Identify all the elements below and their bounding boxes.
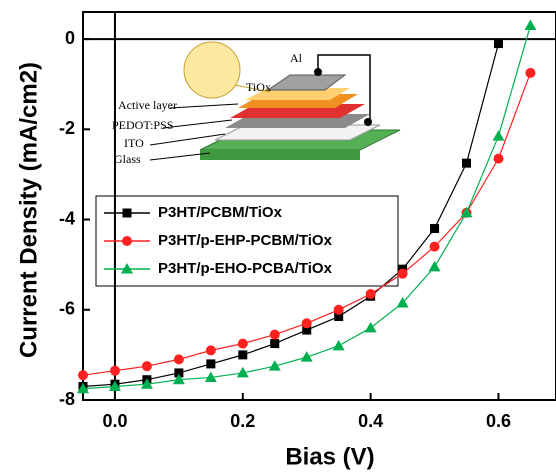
marker <box>332 339 345 351</box>
marker <box>300 351 313 362</box>
y-tick-label: 0 <box>65 28 75 48</box>
legend-label: P3HT/p-EHP-PCBM/TiOx <box>158 232 333 249</box>
plot-frame <box>82 11 556 401</box>
marker <box>301 318 312 329</box>
marker <box>524 19 537 31</box>
marker <box>492 130 505 141</box>
inset-label: Glass <box>114 152 141 166</box>
x-tick-label: 0.0 <box>102 411 127 431</box>
marker <box>173 354 184 365</box>
marker <box>397 268 408 279</box>
legend-marker <box>121 263 133 274</box>
y-axis-label: Current Density (mA/cm2) <box>15 62 42 358</box>
marker <box>333 304 344 315</box>
marker <box>428 260 441 272</box>
marker <box>269 329 280 340</box>
marker <box>493 153 504 164</box>
marker <box>334 312 344 322</box>
inset-label: Al <box>290 51 303 65</box>
x-tick-label: 0.2 <box>230 411 255 431</box>
marker <box>109 365 120 376</box>
marker <box>141 361 152 372</box>
marker <box>140 378 153 389</box>
marker <box>174 368 184 378</box>
marker <box>205 345 216 356</box>
marker <box>206 359 216 369</box>
marker <box>236 366 249 378</box>
series-line <box>82 43 500 388</box>
device-inset <box>149 41 401 161</box>
marker <box>364 321 377 333</box>
marker <box>77 382 89 394</box>
marker <box>365 288 376 299</box>
x-axis-label: Bias (V) <box>285 443 374 470</box>
inset-label: TiOx <box>246 80 271 94</box>
marker <box>525 67 536 78</box>
marker <box>237 338 248 349</box>
marker <box>172 373 185 385</box>
legend-marker <box>122 236 132 246</box>
legend-marker <box>122 208 132 218</box>
marker <box>78 370 88 381</box>
legend-label: P3HT/PCBM/TiOx <box>158 204 283 221</box>
marker <box>204 371 217 382</box>
marker <box>493 39 503 49</box>
marker <box>268 360 281 371</box>
y-tick-label: -8 <box>59 389 75 409</box>
legend-label: P3HT/p-EHO-PCBA/TiOx <box>158 260 333 277</box>
inset-label: ITO <box>124 136 144 150</box>
x-tick-label: 0.4 <box>358 411 383 431</box>
marker <box>108 380 121 391</box>
marker <box>460 206 473 218</box>
marker <box>238 350 248 360</box>
marker <box>462 158 472 168</box>
y-tick-label: -4 <box>59 208 75 228</box>
inset-label: Active layer <box>118 98 177 112</box>
marker <box>396 297 409 308</box>
marker <box>302 325 312 335</box>
x-tick-label: 0.6 <box>486 411 511 431</box>
inset-label: PEDOT:PSS <box>112 118 173 132</box>
y-tick-label: -2 <box>59 118 75 138</box>
marker <box>270 339 280 349</box>
y-tick-label: -6 <box>59 299 75 319</box>
marker <box>430 224 440 234</box>
marker <box>429 241 440 252</box>
